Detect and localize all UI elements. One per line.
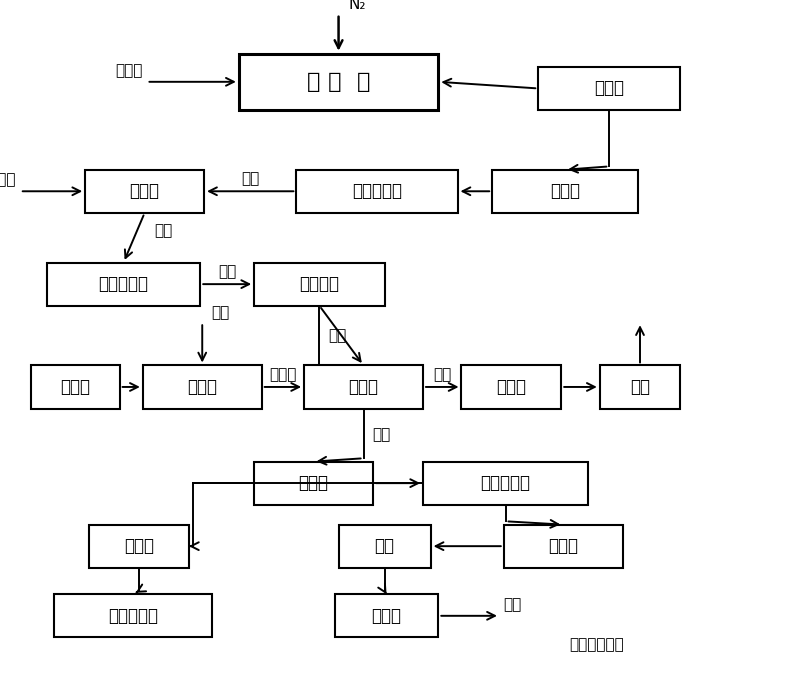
Text: 研磨机: 研磨机 <box>548 537 578 555</box>
Bar <box>85 170 204 213</box>
Bar <box>238 54 438 110</box>
Bar <box>31 366 120 408</box>
Text: 胶粒: 胶粒 <box>329 328 347 343</box>
Text: 包装机: 包装机 <box>371 607 402 625</box>
Text: 胶粒: 胶粒 <box>154 224 172 238</box>
Text: 引发剂: 引发剂 <box>115 63 142 78</box>
Text: 成品: 成品 <box>504 597 522 612</box>
Text: 研磨包装工段: 研磨包装工段 <box>569 637 624 652</box>
Text: 废气: 废气 <box>433 368 451 382</box>
Text: 胶粒: 胶粒 <box>241 171 259 187</box>
Bar <box>492 170 638 213</box>
Bar <box>423 462 588 504</box>
Bar <box>538 67 680 110</box>
Text: 鼓风机: 鼓风机 <box>61 378 90 396</box>
Text: N₂: N₂ <box>349 0 366 12</box>
Text: 引风机: 引风机 <box>124 537 154 555</box>
Bar <box>334 594 438 637</box>
Text: 蒸汽: 蒸汽 <box>211 305 230 321</box>
Text: 布袋除尘器: 布袋除尘器 <box>108 607 158 625</box>
Bar <box>504 524 622 568</box>
Bar <box>46 263 200 305</box>
Text: 胶粒: 胶粒 <box>218 265 236 279</box>
Text: 振动筛: 振动筛 <box>298 474 329 492</box>
Text: 输料风机: 输料风机 <box>299 275 339 293</box>
Text: 夹套热水: 夹套热水 <box>0 172 16 187</box>
Text: 方筛: 方筛 <box>374 537 394 555</box>
Text: 旋分分离器: 旋分分离器 <box>481 474 530 492</box>
Bar <box>338 524 430 568</box>
Text: 热空气: 热空气 <box>269 368 297 382</box>
Text: 二次造粒机: 二次造粒机 <box>98 275 149 293</box>
Bar <box>89 524 189 568</box>
Text: 颗粒: 颗粒 <box>373 428 391 442</box>
Bar <box>296 170 458 213</box>
Text: 调制釜: 调制釜 <box>594 79 624 97</box>
Bar <box>600 366 680 408</box>
Text: 聚 合  釜: 聚 合 釜 <box>307 72 370 92</box>
Text: 烟囱: 烟囱 <box>630 378 650 396</box>
Bar <box>254 263 385 305</box>
Text: 流化床: 流化床 <box>349 378 378 396</box>
Text: 水解器: 水解器 <box>130 182 160 200</box>
Text: 引风机: 引风机 <box>496 378 526 396</box>
Bar <box>462 366 562 408</box>
Text: 储料仓: 储料仓 <box>550 182 580 200</box>
Bar <box>304 366 423 408</box>
Bar <box>54 594 212 637</box>
Text: 一次造粒机: 一次造粒机 <box>352 182 402 200</box>
Bar <box>142 366 262 408</box>
Text: 换热器: 换热器 <box>187 378 218 396</box>
Bar <box>254 462 373 504</box>
